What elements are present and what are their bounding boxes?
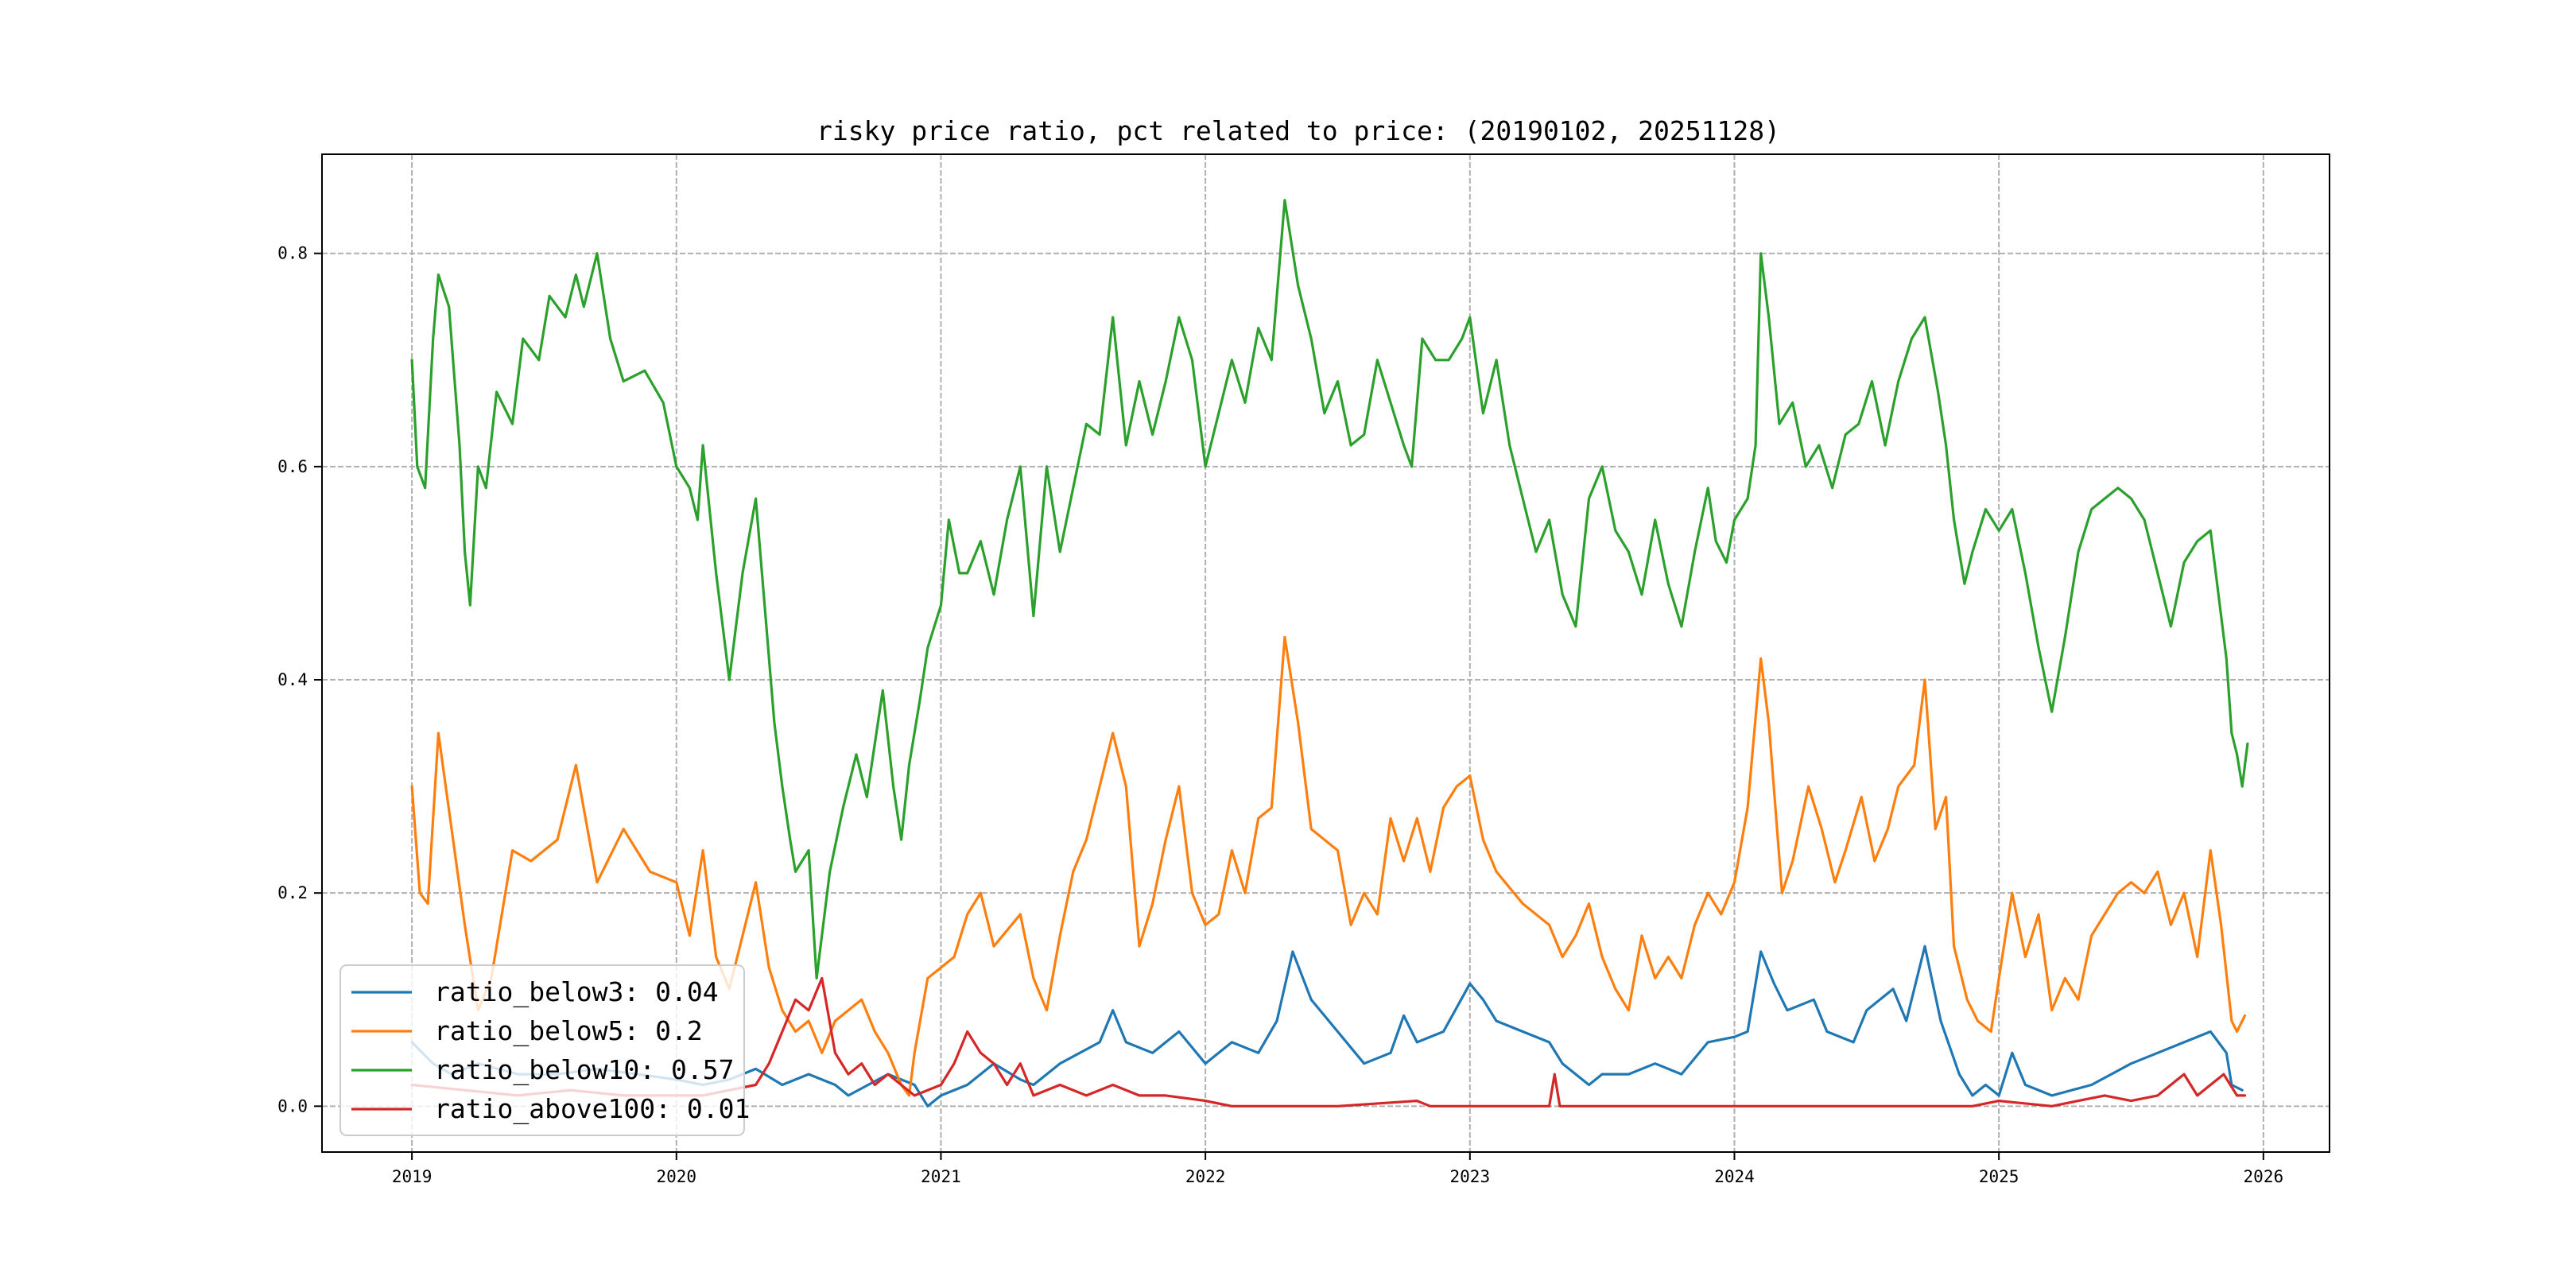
axis-ticks: 2019 2020 2021 2022 2023 2024 2025 2026 0.0 0.2 0.… bbox=[277, 244, 2283, 1186]
chart-title: risky price ratio, pct related to price:… bbox=[817, 115, 1780, 146]
series-line-ratio-below10 bbox=[410, 199, 2249, 980]
x-tick-label: 2024 bbox=[1714, 1167, 1755, 1186]
legend-label-ratio-below3: ratio_below3: 0.04 bbox=[434, 976, 719, 1008]
series-group bbox=[410, 199, 2249, 1108]
y-tick-label: 0.4 bbox=[277, 670, 308, 689]
x-tick-label: 2021 bbox=[921, 1167, 961, 1186]
x-tick-label: 2022 bbox=[1185, 1167, 1226, 1186]
x-tick-label: 2019 bbox=[392, 1167, 433, 1186]
legend: ratio_below3: 0.04 ratio_below5: 0.2 ratio… bbox=[339, 964, 750, 1136]
x-tick-label: 2025 bbox=[1979, 1167, 2019, 1186]
plot-area-frame bbox=[321, 153, 2330, 1153]
legend-label-ratio-above100: ratio_above100: 0.01 bbox=[434, 1093, 750, 1125]
x-tick-label: 2023 bbox=[1450, 1167, 1491, 1186]
legend-box bbox=[339, 964, 745, 1136]
y-tick-label: 0.6 bbox=[277, 457, 308, 476]
series-line-ratio-above100 bbox=[410, 976, 2247, 1108]
legend-label-ratio-below10: ratio_below10: 0.57 bbox=[434, 1054, 735, 1086]
legend-label-ratio-below5: ratio_below5: 0.2 bbox=[434, 1015, 703, 1047]
x-tick-label: 2020 bbox=[656, 1167, 696, 1186]
y-tick-label: 0.0 bbox=[277, 1096, 308, 1115]
y-tick-label: 0.8 bbox=[277, 244, 308, 263]
series-line-ratio-below3 bbox=[410, 945, 2244, 1108]
x-tick-label: 2026 bbox=[2244, 1167, 2284, 1186]
y-tick-label: 0.2 bbox=[277, 883, 308, 902]
series-line-ratio-below5 bbox=[410, 635, 2247, 1097]
